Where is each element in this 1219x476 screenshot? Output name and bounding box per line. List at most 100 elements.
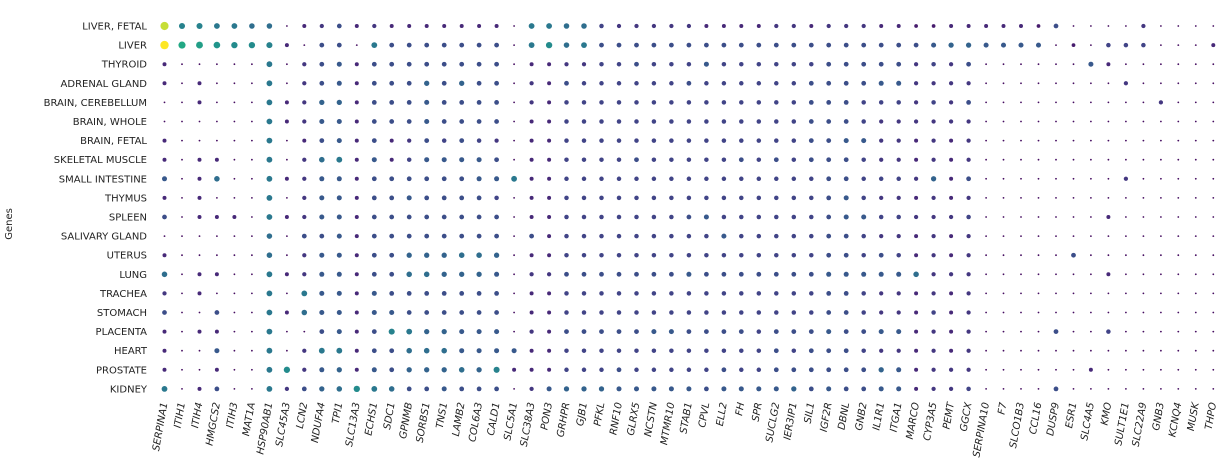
data-dot [1177, 63, 1180, 66]
x-tick-label: ITGA1 [889, 402, 905, 433]
data-dot [704, 233, 709, 239]
data-dot [459, 348, 465, 354]
data-dot [1020, 292, 1022, 295]
data-dot [336, 61, 342, 67]
y-tick-label: STOMACH [97, 308, 147, 319]
data-dot [1125, 158, 1127, 161]
data-dot [1177, 368, 1180, 371]
data-dot [791, 386, 797, 392]
data-dot [843, 271, 849, 277]
x-tick-label: IER3IP1 [782, 402, 799, 441]
data-dot [1194, 101, 1197, 104]
data-dot [966, 24, 971, 28]
data-dot [459, 291, 465, 296]
data-dot [1194, 254, 1197, 257]
data-dot [844, 23, 849, 29]
data-dot [773, 329, 779, 334]
data-dot [896, 367, 902, 373]
x-tick-label: STAB1 [679, 402, 695, 435]
data-dot [756, 100, 762, 105]
data-dot [459, 271, 465, 277]
data-dot [914, 138, 919, 143]
data-dot [319, 214, 325, 220]
data-dot [441, 328, 447, 335]
data-dot [513, 254, 515, 257]
data-dot [896, 119, 901, 124]
data-dot [808, 348, 814, 354]
data-dot [1072, 63, 1075, 66]
data-dot [791, 367, 797, 373]
data-dot [336, 138, 342, 144]
data-dot [1212, 177, 1215, 180]
data-dot [879, 310, 884, 315]
data-dot [809, 214, 814, 220]
data-dot [704, 367, 709, 373]
data-dot [301, 290, 308, 297]
data-dot [931, 291, 936, 296]
data-dot [843, 195, 849, 201]
data-dot [198, 139, 201, 142]
data-dot [266, 42, 273, 49]
data-dot [599, 310, 604, 315]
data-dot [651, 23, 657, 29]
data-dot [476, 233, 482, 239]
data-dot [196, 22, 203, 30]
data-dot [878, 329, 884, 335]
data-dot [581, 271, 587, 277]
data-dot [686, 61, 692, 67]
data-dot [564, 119, 569, 124]
data-dot [476, 310, 482, 315]
data-dot [704, 24, 709, 28]
data-dot [424, 386, 430, 392]
data-dot [251, 197, 253, 199]
y-tick-label: LIVER, FETAL [82, 22, 147, 33]
data-dot [738, 271, 744, 277]
data-dot [476, 386, 482, 392]
data-dot [634, 42, 639, 48]
data-dot [879, 195, 884, 201]
x-tick-label: DUSP9 [1045, 402, 1062, 437]
data-dot [302, 100, 307, 105]
x-tick-label: ITIH3 [225, 402, 240, 429]
data-dot [181, 216, 183, 218]
data-dot [985, 388, 987, 390]
data-dot [286, 63, 288, 66]
data-dot [966, 310, 971, 315]
data-dot [197, 157, 202, 162]
data-dot [616, 386, 622, 392]
data-dot [178, 22, 186, 30]
data-dot [756, 329, 762, 334]
data-dot [284, 43, 289, 48]
data-dot [756, 195, 762, 201]
data-dot [354, 348, 359, 353]
data-dot [1055, 273, 1057, 276]
data-dot [1194, 82, 1197, 85]
data-dot [286, 292, 288, 295]
data-dot [266, 386, 273, 392]
data-dot [669, 195, 674, 201]
data-dot [1194, 292, 1197, 295]
data-dot [302, 195, 307, 201]
data-dot [494, 386, 499, 392]
data-dot [494, 100, 499, 105]
x-tick-label: SULT1E1 [1113, 402, 1131, 447]
x-tick-label: ELL2 [715, 402, 730, 427]
x-tick-label: SDC1 [382, 402, 398, 431]
data-dot [756, 119, 762, 124]
data-dot [214, 23, 220, 29]
data-dot [1037, 197, 1040, 199]
data-dot [896, 233, 901, 239]
data-dot [739, 176, 744, 182]
data-dot [985, 197, 987, 199]
data-dot [1142, 120, 1145, 123]
data-dot [651, 138, 657, 143]
data-dot [266, 271, 273, 278]
data-dot [389, 176, 395, 182]
data-dot [336, 367, 342, 373]
data-dot [616, 252, 622, 258]
data-dot [1106, 272, 1111, 277]
data-dot [529, 215, 534, 219]
data-dot [406, 214, 412, 220]
data-dot [861, 157, 866, 162]
data-dot [704, 100, 709, 105]
